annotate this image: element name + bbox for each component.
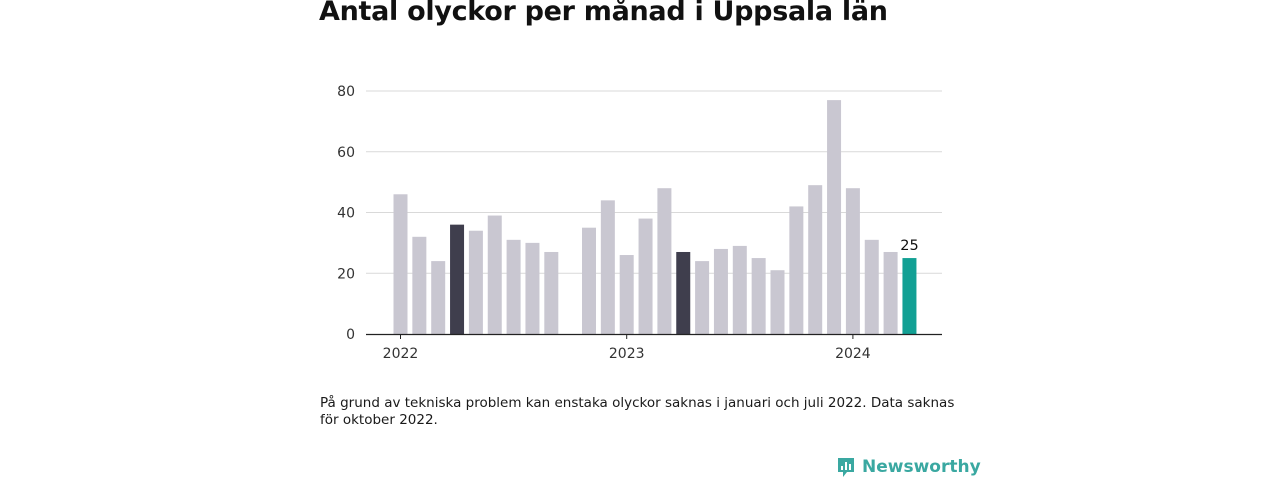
newsworthy-logo-icon: [838, 458, 854, 477]
bar-2022-12: [600, 200, 615, 334]
bar-2022-11: [582, 227, 596, 334]
bar-2022-09: [544, 251, 559, 334]
footnote: På grund av tekniska problem kan enstaka…: [320, 395, 955, 428]
bar-2022-04: [450, 224, 465, 334]
bar-2023-01: [619, 255, 634, 334]
x-tick-label: 2022: [383, 346, 419, 362]
bar-2022-02: [412, 236, 427, 334]
y-tick-label: 0: [346, 327, 355, 343]
bar-chart: 0 20 40 60 80 2022 2023 2024 25: [337, 84, 942, 362]
bar-2023-07: [732, 245, 747, 334]
bars: [393, 100, 917, 334]
bar-2023-10: [789, 206, 804, 334]
bar-2024-01: [845, 188, 860, 334]
x-tick-label: 2024: [835, 346, 871, 362]
bar-2022-03: [431, 261, 446, 334]
bar-2023-02: [638, 218, 653, 334]
brand-name: Newsworthy: [862, 457, 981, 477]
bar-2023-05: [695, 261, 710, 334]
y-tick-label: 60: [337, 145, 355, 161]
brand-logo[interactable]: Newsworthy: [836, 454, 981, 480]
y-tick-label: 40: [337, 206, 355, 222]
bar-2023-11: [808, 185, 823, 334]
x-tick-label: 2023: [609, 346, 645, 362]
bar-2023-12: [827, 100, 842, 334]
bar-2022-08: [525, 242, 540, 334]
data-label: 25: [900, 238, 918, 254]
bar-2022-05: [468, 230, 483, 334]
chart-title: Antal olyckor per månad i Uppsala län: [319, 0, 888, 27]
bar-2022-06: [487, 215, 502, 334]
bar-2023-03: [657, 188, 672, 334]
bar-2023-08: [751, 258, 766, 334]
bar-2023-09: [770, 270, 785, 334]
bar-2024-03: [883, 251, 898, 334]
bar-2023-06: [713, 248, 728, 334]
y-tick-label: 20: [337, 266, 355, 282]
bar-2024-02: [864, 239, 879, 334]
bar-2022-07: [506, 239, 521, 334]
bar-2022-01: [393, 194, 408, 334]
bar-2024-04: [902, 258, 917, 334]
labels: 0 20 40 60 80 2022 2023 2024 25: [337, 84, 919, 362]
y-tick-label: 80: [337, 84, 355, 100]
bar-2023-04: [676, 251, 691, 334]
